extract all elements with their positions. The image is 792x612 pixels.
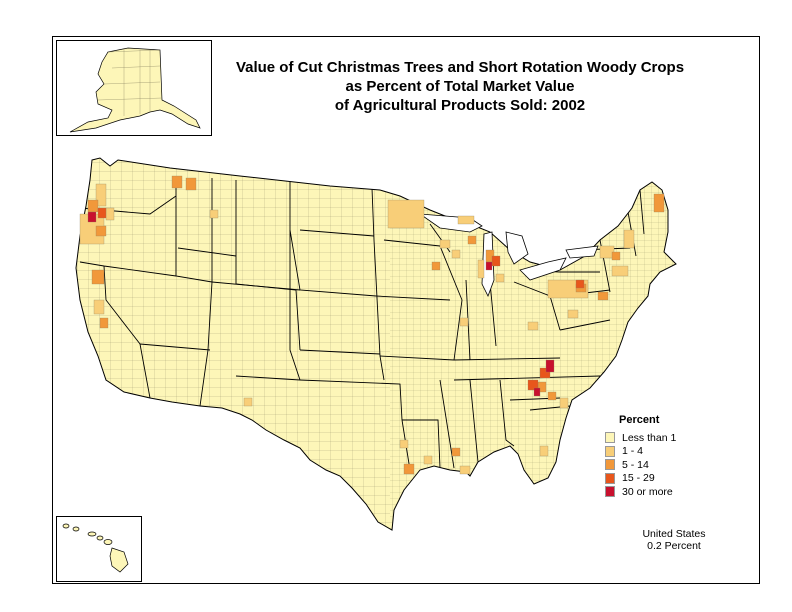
- legend-item: 15 - 29: [605, 472, 676, 486]
- hawaii-inset: [56, 516, 142, 582]
- category-15-29-counties: [97, 207, 585, 391]
- map-title: Value of Cut Christmas Trees and Short R…: [230, 58, 690, 115]
- legend-label: 1 - 4: [622, 445, 644, 458]
- legend-swatch: [605, 459, 615, 471]
- legend-item: 30 or more: [605, 485, 676, 499]
- legend-swatch: [605, 432, 615, 444]
- hawaii-shape: [62, 523, 129, 573]
- legend-label: Less than 1: [622, 431, 677, 444]
- legend-swatch: [605, 445, 615, 457]
- legend-label: 30 or more: [622, 485, 673, 498]
- legend-label: 5 - 14: [622, 458, 649, 471]
- title-line-2: as Percent of Total Market Value: [345, 78, 575, 95]
- alaska-inset: [56, 40, 212, 136]
- footer-value: 0.2 Percent: [647, 540, 701, 552]
- alaska-shape: [69, 47, 201, 133]
- legend-item: Less than 1: [605, 431, 676, 445]
- great-lakes: [418, 213, 599, 297]
- legend-item: 1 - 4: [605, 445, 676, 459]
- legend-swatch: [605, 486, 615, 498]
- summary-footer: United States 0.2 Percent: [634, 528, 714, 552]
- legend: Percent Less than 1 1 - 4 5 - 14 15 - 29…: [605, 414, 676, 499]
- title-line-3: of Agricultural Products Sold: 2002: [334, 97, 586, 114]
- legend-swatch: [605, 472, 615, 484]
- legend-label: 15 - 29: [622, 472, 655, 485]
- category-5-14-counties: [87, 175, 665, 475]
- legend-item: 5 - 14: [605, 458, 676, 472]
- category-30-plus-counties: [87, 211, 555, 397]
- legend-title: Percent: [619, 414, 660, 426]
- title-line-1: Value of Cut Christmas Trees and Short R…: [235, 59, 685, 76]
- footer-area: United States: [642, 528, 706, 540]
